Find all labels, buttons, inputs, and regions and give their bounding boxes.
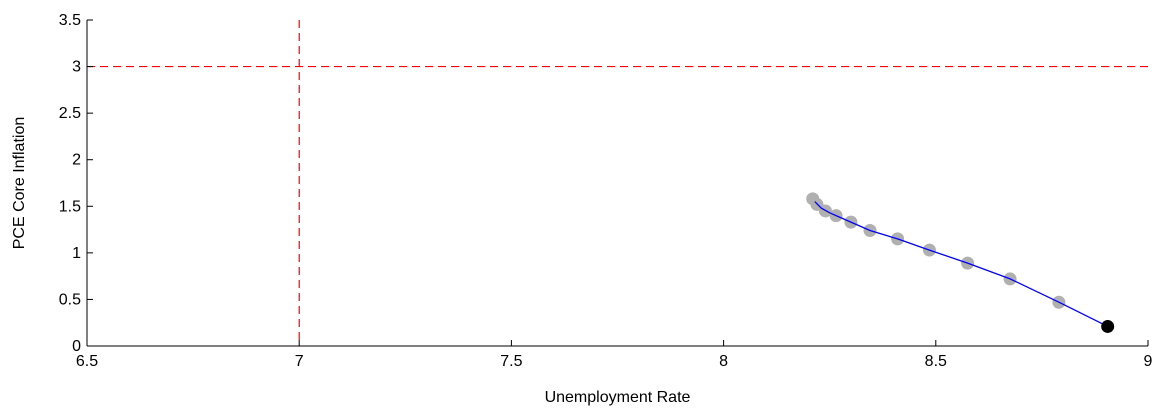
plot-frame (86, 20, 1148, 347)
x-tick-label: 7 (295, 353, 304, 370)
x-tick-label: 9 (1144, 353, 1152, 370)
trend-line (814, 201, 1108, 327)
y-tick-label: 3.5 (59, 12, 81, 29)
y-tick-label: 1 (72, 245, 81, 262)
y-tick-label: 2 (72, 152, 81, 169)
series-group (806, 192, 1115, 333)
x-tick-label: 8 (719, 353, 728, 370)
y-tick-label: 0.5 (59, 291, 81, 308)
x-axis-ticks: 6.5 7 7.5 8 8.5 9 (76, 340, 1152, 370)
y-tick-label: 3 (72, 59, 81, 76)
y-tick-label: 2.5 (59, 105, 81, 122)
y-axis-label: PCE Core Inflation (11, 117, 28, 250)
x-axis-label: Unemployment Rate (545, 389, 691, 406)
x-tick-label: 6.5 (76, 353, 98, 370)
x-tick-label: 8.5 (925, 353, 947, 370)
y-axis-ticks: 0 0.5 1 1.5 2 2.5 3 3.5 (59, 12, 93, 355)
reference-lines (87, 20, 1148, 346)
x-tick-label: 7.5 (500, 353, 522, 370)
y-tick-label: 1.5 (59, 198, 81, 215)
current-point (1101, 319, 1115, 333)
y-tick-label: 0 (72, 338, 81, 355)
